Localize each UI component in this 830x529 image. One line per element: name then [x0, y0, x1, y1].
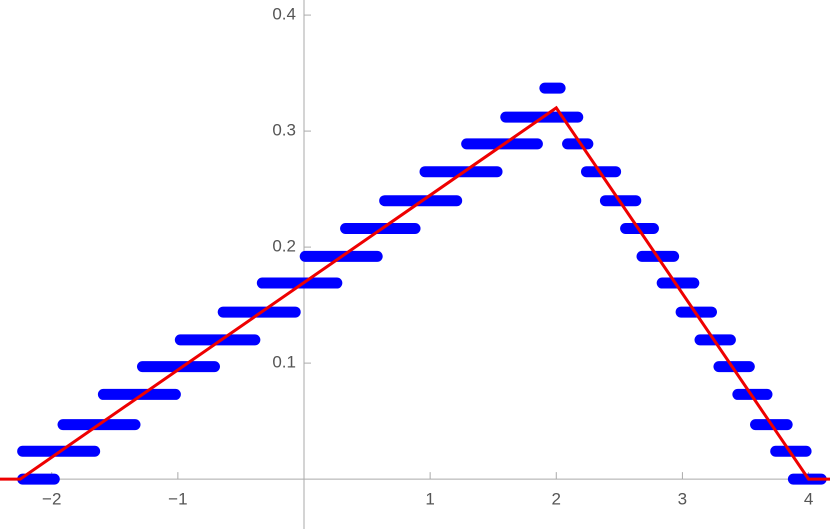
x-tick-label: 1	[425, 490, 434, 509]
x-tick-label: −2	[42, 490, 61, 509]
y-tick-label: 0.4	[272, 5, 296, 24]
y-tick-label: 0.2	[272, 237, 296, 256]
x-tick-label: 4	[804, 490, 813, 509]
y-tick-label: 0.1	[272, 353, 296, 372]
y-tick-label: 0.3	[272, 121, 296, 140]
x-tick-label: −1	[168, 490, 187, 509]
x-tick-label: 2	[552, 490, 561, 509]
density-line	[0, 105, 830, 481]
x-tick-label: 3	[678, 490, 687, 509]
